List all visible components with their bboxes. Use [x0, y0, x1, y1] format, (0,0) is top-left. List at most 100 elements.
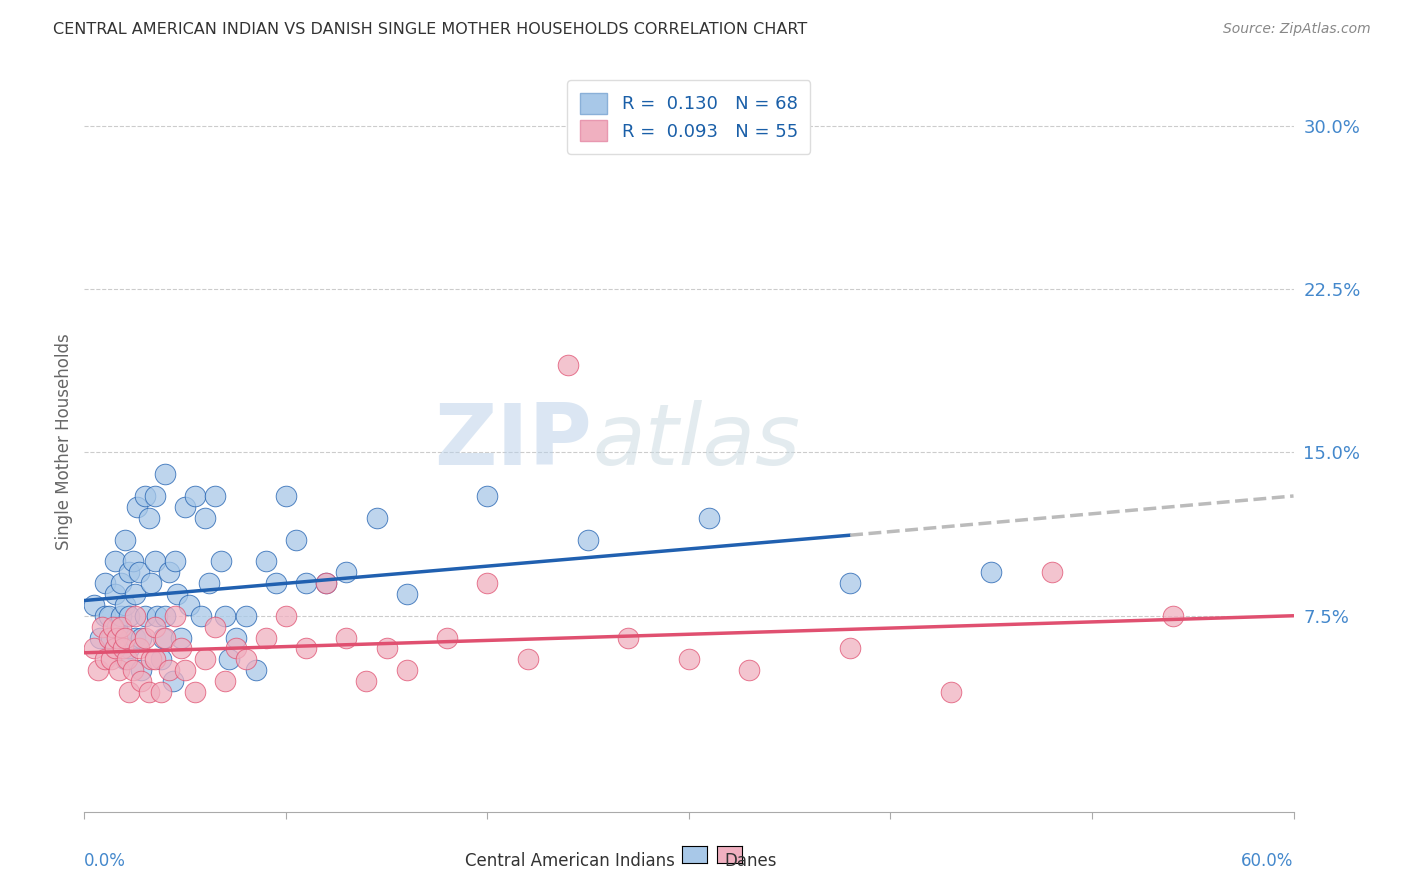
- Point: [366, 510, 388, 524]
- Point: [295, 576, 318, 591]
- Point: [166, 587, 188, 601]
- Point: [118, 565, 141, 579]
- Point: [104, 587, 127, 601]
- Point: [335, 631, 357, 645]
- Point: [1040, 565, 1063, 579]
- Point: [170, 631, 193, 645]
- Point: [114, 533, 136, 547]
- Point: [174, 663, 197, 677]
- Y-axis label: Single Mother Households: Single Mother Households: [55, 334, 73, 549]
- Point: [214, 674, 236, 689]
- Point: [129, 674, 152, 689]
- Point: [218, 652, 240, 666]
- Point: [89, 631, 111, 645]
- Point: [111, 641, 134, 656]
- Point: [118, 641, 141, 656]
- Point: [138, 685, 160, 699]
- Point: [149, 685, 172, 699]
- Point: [477, 489, 499, 503]
- Point: [104, 554, 127, 568]
- Point: [264, 576, 287, 591]
- Point: [101, 619, 124, 633]
- Point: [129, 663, 152, 677]
- Point: [100, 631, 122, 645]
- Point: [134, 608, 156, 623]
- Point: [214, 608, 236, 623]
- Point: [254, 631, 277, 645]
- Point: [111, 631, 134, 645]
- Point: [198, 576, 221, 591]
- Point: [245, 663, 267, 677]
- Point: [235, 652, 257, 666]
- Point: [375, 641, 398, 656]
- Point: [839, 641, 862, 656]
- Point: [204, 619, 226, 633]
- Point: [105, 619, 128, 633]
- Point: [138, 510, 160, 524]
- Point: [129, 631, 152, 645]
- Point: [165, 554, 187, 568]
- Legend: R =  0.130   N = 68, R =  0.093   N = 55: R = 0.130 N = 68, R = 0.093 N = 55: [568, 80, 810, 153]
- Point: [124, 631, 146, 645]
- Point: [97, 608, 120, 623]
- Point: [395, 663, 418, 677]
- Point: [124, 587, 146, 601]
- Point: [87, 663, 110, 677]
- Text: ZIP: ZIP: [434, 400, 592, 483]
- Point: [254, 554, 277, 568]
- Point: [93, 576, 115, 591]
- Point: [939, 685, 962, 699]
- Point: [839, 576, 862, 591]
- Point: [128, 641, 150, 656]
- Point: [128, 565, 150, 579]
- Point: [738, 663, 761, 677]
- Point: [335, 565, 357, 579]
- Point: [285, 533, 308, 547]
- Point: [697, 510, 720, 524]
- Point: [110, 608, 132, 623]
- Text: 60.0%: 60.0%: [1241, 852, 1294, 870]
- Point: [83, 598, 105, 612]
- Point: [153, 631, 176, 645]
- Point: [153, 608, 176, 623]
- Point: [209, 554, 232, 568]
- Point: [124, 608, 146, 623]
- Point: [274, 608, 297, 623]
- Point: [115, 652, 138, 666]
- Point: [146, 608, 169, 623]
- Point: [165, 608, 187, 623]
- Point: [97, 631, 120, 645]
- Point: [436, 631, 458, 645]
- Point: [134, 631, 156, 645]
- Point: [110, 576, 132, 591]
- Text: Danes: Danes: [724, 852, 776, 870]
- Point: [93, 652, 115, 666]
- Point: [1161, 608, 1184, 623]
- Point: [107, 663, 129, 677]
- Point: [143, 554, 166, 568]
- Point: [121, 554, 143, 568]
- Point: [134, 489, 156, 503]
- Point: [139, 576, 162, 591]
- Text: Central American Indians: Central American Indians: [465, 852, 675, 870]
- Point: [204, 489, 226, 503]
- Point: [121, 663, 143, 677]
- Point: [125, 500, 148, 514]
- Point: [179, 598, 201, 612]
- Point: [194, 510, 217, 524]
- Point: [194, 652, 217, 666]
- Point: [153, 467, 176, 482]
- Point: [225, 641, 247, 656]
- Point: [274, 489, 297, 503]
- Point: [295, 641, 318, 656]
- Point: [93, 608, 115, 623]
- Point: [190, 608, 212, 623]
- Point: [110, 619, 132, 633]
- Text: Source: ZipAtlas.com: Source: ZipAtlas.com: [1223, 22, 1371, 37]
- Point: [980, 565, 1002, 579]
- Point: [516, 652, 538, 666]
- Point: [114, 652, 136, 666]
- Point: [152, 631, 174, 645]
- Point: [139, 652, 162, 666]
- Point: [157, 565, 180, 579]
